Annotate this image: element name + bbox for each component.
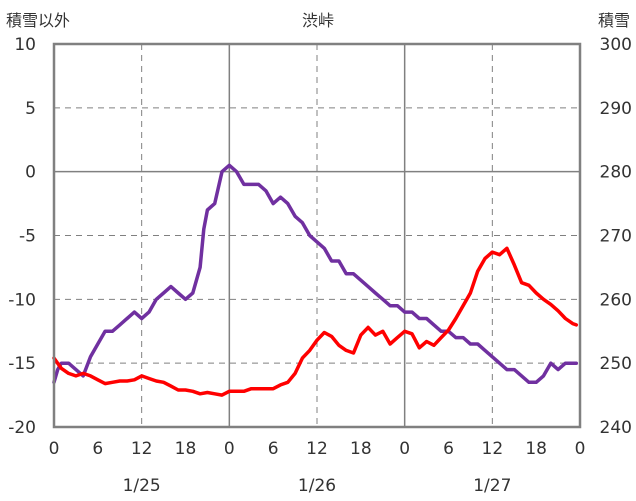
- series-lines: [52, 163, 579, 397]
- x-hour-tick-label: 0: [224, 439, 235, 459]
- x-hour-tick-label: 0: [49, 439, 60, 459]
- y-right-tick-label: 260: [600, 290, 632, 310]
- x-hour-tick-label: 18: [175, 439, 197, 459]
- x-hour-tick-label: 18: [350, 439, 372, 459]
- x-tick-labels: 0 6 12 18 0 6 12 18 0 6 12 18 0 1/25 1/26 1/27: [49, 439, 586, 496]
- x-date-label: 1/25: [123, 476, 161, 496]
- x-date-label: 1/27: [473, 476, 511, 496]
- y-left-tick-label: 5: [25, 99, 36, 119]
- y-right-tick-label: 290: [600, 99, 632, 119]
- x-hour-tick-label: 6: [92, 439, 103, 459]
- x-hour-tick-label: 0: [575, 439, 586, 459]
- y-right-tick-label: 280: [600, 163, 632, 183]
- y-right-tick-label: 300: [600, 35, 632, 55]
- x-hour-tick-label: 6: [443, 439, 454, 459]
- y-left-tick-label: 0: [25, 163, 36, 183]
- y-left-tick-label: -20: [8, 418, 36, 438]
- x-hour-tick-label: 18: [525, 439, 547, 459]
- x-hour-tick-label: 12: [306, 439, 328, 459]
- right-axis-title: 積雪: [598, 11, 630, 30]
- y-left-tick-label: -10: [8, 290, 36, 310]
- x-hour-tick-label: 6: [268, 439, 279, 459]
- left-axis-title: 積雪以外: [6, 11, 70, 30]
- gridlines: [54, 44, 580, 427]
- y-tick-labels: 10 5 0 -5 -10 -15 -20 300 290 280 270 260 250 240: [8, 35, 632, 438]
- other-series-line: [52, 246, 579, 397]
- y-right-tick-label: 270: [600, 227, 632, 247]
- x-date-label: 1/26: [298, 476, 336, 496]
- plot-frame: [52, 42, 582, 429]
- y-right-tick-label: 250: [600, 354, 632, 374]
- x-hour-tick-label: 12: [131, 439, 153, 459]
- y-right-tick-label: 240: [600, 418, 632, 438]
- x-hour-tick-label: 12: [482, 439, 504, 459]
- y-left-tick-label: 10: [14, 35, 36, 55]
- y-left-tick-label: -15: [8, 354, 36, 374]
- x-hour-tick-label: 0: [399, 439, 410, 459]
- y-left-tick-label: -5: [19, 227, 36, 247]
- snow-depth-line: [52, 163, 579, 385]
- chart-title: 渋峠: [302, 11, 334, 30]
